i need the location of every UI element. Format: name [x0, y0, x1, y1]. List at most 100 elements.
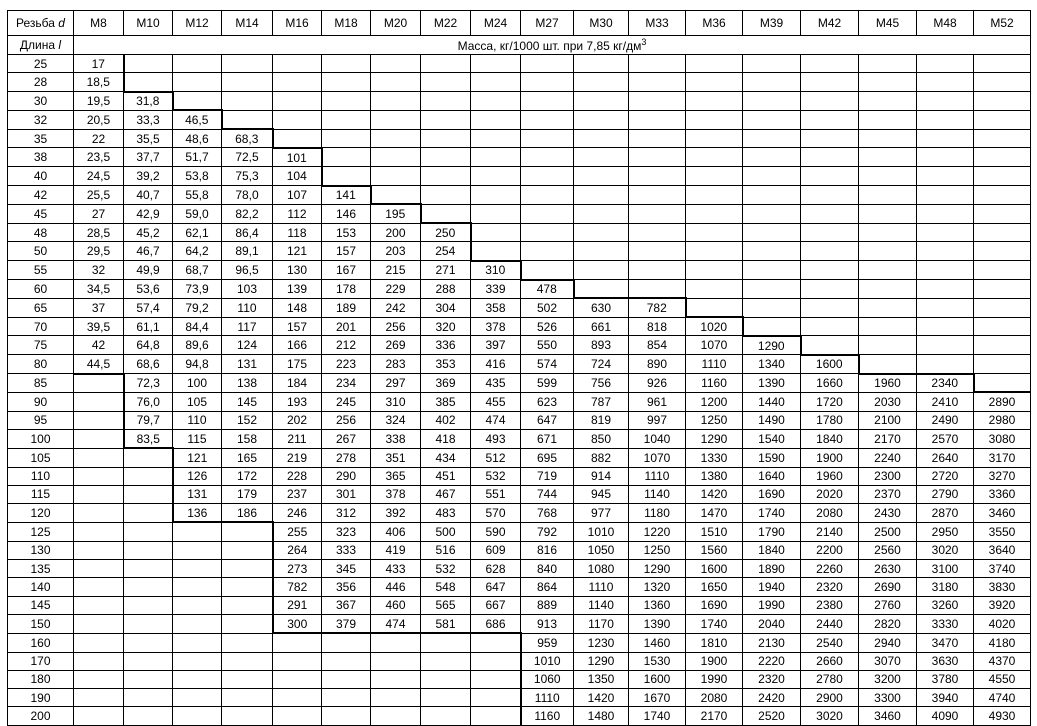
empty-cell	[973, 373, 1031, 393]
empty-cell	[420, 109, 471, 130]
mass-cell: 35,5	[123, 128, 173, 149]
mass-cell: 570	[470, 503, 521, 523]
mass-cell: 1390	[628, 613, 686, 634]
empty-cell	[973, 185, 1031, 205]
empty-cell	[73, 540, 124, 561]
empty-cell	[470, 688, 521, 708]
data-row: 140 782 356 446 548 647 864 1110 1320 1650 1940 232…	[7, 577, 1031, 597]
mass-cell: 157	[272, 316, 322, 337]
empty-cell	[123, 577, 173, 597]
mass-cell: 2370	[858, 484, 917, 505]
empty-cell	[123, 466, 173, 486]
empty-cell	[221, 109, 273, 130]
mass-cell: 115	[172, 428, 222, 449]
mass-cell: 40,7	[123, 185, 173, 205]
mass-cell: 4180	[973, 632, 1031, 653]
thread-size: M39	[742, 10, 801, 36]
empty-cell	[172, 613, 222, 634]
empty-cell	[800, 316, 859, 337]
thread-size: M42	[800, 10, 859, 36]
mass-cell: 283	[370, 354, 421, 375]
mass-cell: 118	[272, 222, 322, 243]
mass-cell: 1110	[685, 354, 743, 375]
mass-cell: 1990	[742, 595, 801, 615]
length-label: Длина	[19, 38, 56, 52]
mass-cell: 516	[420, 540, 471, 561]
empty-cell	[123, 706, 173, 726]
empty-cell	[800, 166, 859, 187]
mass-cell: 345	[321, 559, 371, 579]
mass-cell: 73,9	[172, 279, 222, 299]
mass-cell: 551	[470, 484, 521, 505]
mass-cell: 250	[420, 222, 472, 243]
mass-header: Масса, кг/1000 шт. при 7,85 кг/дм3	[73, 35, 1031, 55]
length-cell: 105	[7, 447, 74, 468]
mass-cell: 2660	[800, 651, 859, 671]
mass-cell: 200	[370, 222, 421, 243]
empty-cell	[628, 166, 686, 187]
length-cell: 120	[7, 503, 74, 523]
empty-cell	[123, 651, 173, 671]
mass-cell: 1180	[628, 503, 686, 523]
empty-cell	[742, 109, 801, 130]
empty-cell	[742, 128, 801, 149]
empty-cell	[916, 260, 974, 281]
empty-cell	[520, 260, 574, 281]
mass-cell: 184	[272, 373, 322, 393]
length-cell: 135	[7, 559, 74, 579]
mass-cell: 245	[321, 391, 371, 412]
mass-cell: 2320	[800, 577, 859, 597]
mass-cell: 493	[470, 428, 521, 449]
empty-cell	[858, 91, 917, 111]
mass-cell: 42	[73, 335, 124, 356]
length-symbol: l	[58, 38, 62, 52]
mass-cell: 301	[321, 484, 371, 505]
empty-cell	[272, 669, 322, 690]
mass-cell: 189	[321, 297, 371, 318]
mass-cell: 167	[321, 260, 371, 281]
mass-cell: 338	[370, 428, 421, 449]
mass-cell: 55,8	[172, 185, 222, 205]
empty-cell	[73, 577, 124, 597]
mass-cell: 107	[272, 185, 322, 205]
length-cell: 70	[7, 316, 74, 337]
mass-cell: 175	[272, 354, 322, 375]
mass-cell: 356	[321, 577, 371, 597]
mass-cell: 278	[321, 447, 371, 468]
data-row: 70 39,5 61,1 84,4 117 157 201 256 320 378 526 661 81…	[7, 316, 1031, 337]
mass-cell: 234	[321, 373, 371, 393]
mass-cell: 39,5	[73, 316, 124, 337]
length-cell: 38	[7, 147, 74, 168]
mass-cell: 2340	[916, 372, 975, 393]
empty-cell	[685, 147, 743, 168]
mass-cell: 2130	[742, 632, 801, 653]
mass-cell: 4930	[973, 706, 1031, 726]
mass-cell: 2890	[973, 391, 1031, 412]
mass-cell: 1290	[742, 334, 802, 356]
mass-cell: 379	[321, 613, 371, 635]
thread-size: M30	[573, 10, 629, 36]
empty-cell	[800, 72, 859, 93]
mass-cell: 34,5	[73, 279, 124, 299]
mass-cell: 782	[628, 297, 687, 318]
empty-cell	[73, 373, 124, 393]
empty-cell	[420, 72, 471, 93]
mass-cell: 94,8	[172, 354, 222, 375]
mass-cell: 3270	[973, 466, 1031, 486]
empty-cell	[420, 651, 471, 671]
empty-cell	[573, 241, 629, 262]
empty-cell	[573, 185, 629, 205]
length-cell: 32	[7, 109, 74, 130]
empty-cell	[800, 203, 859, 224]
mass-cell: 1110	[519, 688, 574, 708]
length-cell: 140	[7, 577, 74, 597]
mass-cell: 959	[519, 632, 574, 653]
data-row: 25 17	[7, 53, 1031, 74]
mass-cell: 61,1	[123, 316, 173, 337]
empty-cell	[73, 521, 124, 542]
length-cell: 145	[7, 595, 74, 615]
mass-cell: 178	[321, 279, 371, 299]
empty-cell	[858, 260, 917, 281]
empty-cell	[973, 166, 1031, 187]
length-cell: 100	[7, 428, 74, 449]
